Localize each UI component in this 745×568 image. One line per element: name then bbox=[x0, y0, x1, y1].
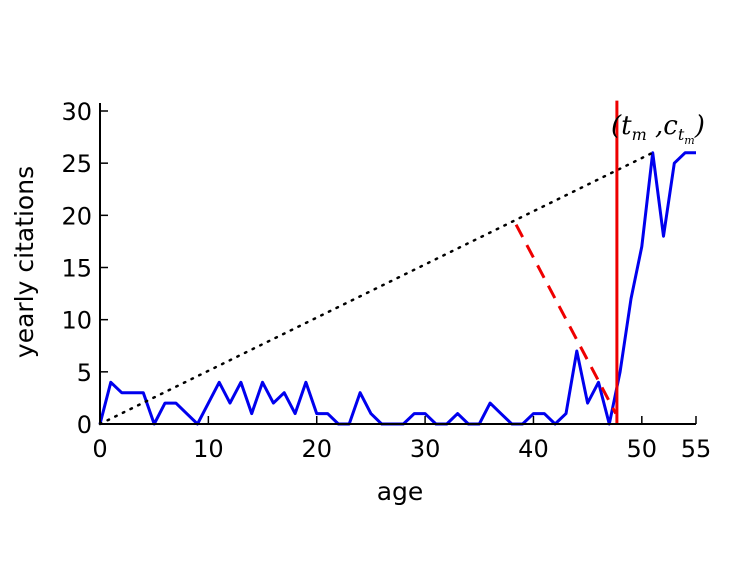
y-tick-label: 5 bbox=[77, 359, 92, 387]
y-tick-label: 10 bbox=[61, 307, 92, 335]
citation-line bbox=[98, 151, 696, 426]
peak-annotation: (tm ,ctm) bbox=[611, 111, 705, 147]
x-tick-label: 30 bbox=[410, 435, 441, 463]
x-tick-label: 50 bbox=[627, 435, 658, 463]
x-tick-label: 10 bbox=[193, 435, 224, 463]
labels: age yearly citations (tm ,ctm) bbox=[10, 111, 705, 506]
y-tick-label: 30 bbox=[61, 98, 92, 126]
y-tick-label: 20 bbox=[61, 202, 92, 230]
x-axis-label: age bbox=[377, 477, 424, 506]
y-tick-label: 0 bbox=[77, 411, 92, 439]
distance-dashed-line bbox=[514, 223, 618, 415]
x-tick-label: 20 bbox=[301, 435, 332, 463]
y-tick-label: 15 bbox=[61, 255, 92, 283]
x-tick-label: 0 bbox=[92, 435, 107, 463]
reference-dotted-line bbox=[98, 151, 654, 426]
y-axis-label: yearly citations bbox=[10, 166, 39, 358]
y-tick-label: 25 bbox=[61, 150, 92, 178]
plot-area bbox=[98, 100, 696, 426]
x-tick-label: 40 bbox=[518, 435, 549, 463]
axes: 0 10 20 30 40 50 55 0 5 10 15 20 25 30 bbox=[61, 98, 711, 463]
x-tick-label: 55 bbox=[681, 435, 712, 463]
